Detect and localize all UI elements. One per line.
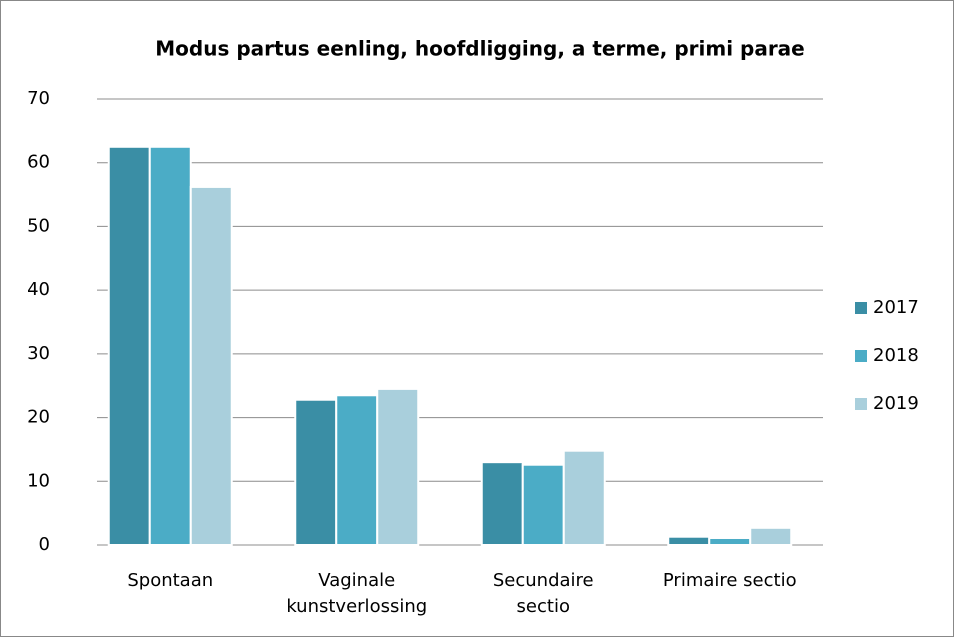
y-tick-label: 30: [27, 343, 50, 364]
bar: [335, 394, 379, 546]
x-tick-label: Vaginale kunstverlossing: [286, 570, 428, 617]
x-tick-label: Secundaire sectio: [492, 570, 594, 617]
legend-label: 2017: [873, 297, 919, 318]
bar: [749, 526, 793, 546]
y-tick-label: 40: [27, 279, 50, 300]
bar: [667, 535, 711, 547]
y-tick-label: 70: [27, 88, 50, 109]
chart-title: Modus partus eenling, hoofdligging, a te…: [155, 37, 805, 61]
bar: [521, 463, 565, 546]
x-tick-label: Spontaan: [127, 570, 214, 591]
legend-swatch: [855, 398, 867, 410]
bar: [189, 185, 233, 546]
y-tick-label: 50: [27, 215, 50, 236]
legend-label: 2018: [873, 345, 919, 366]
bar: [480, 461, 524, 546]
y-tick-label: 0: [39, 534, 50, 555]
bar: [107, 145, 151, 547]
x-tick-label: Primaire sectio: [662, 570, 797, 591]
legend-label: 2019: [873, 393, 919, 414]
y-tick-label: 10: [27, 470, 50, 491]
bar: [148, 145, 192, 547]
y-tick-label: 60: [27, 152, 50, 173]
bar: [376, 387, 420, 546]
bar: [708, 536, 752, 547]
bar: [294, 398, 338, 546]
legend-swatch: [855, 302, 867, 314]
legend-swatch: [855, 350, 867, 362]
y-tick-label: 20: [27, 407, 50, 428]
bar: [562, 449, 606, 546]
